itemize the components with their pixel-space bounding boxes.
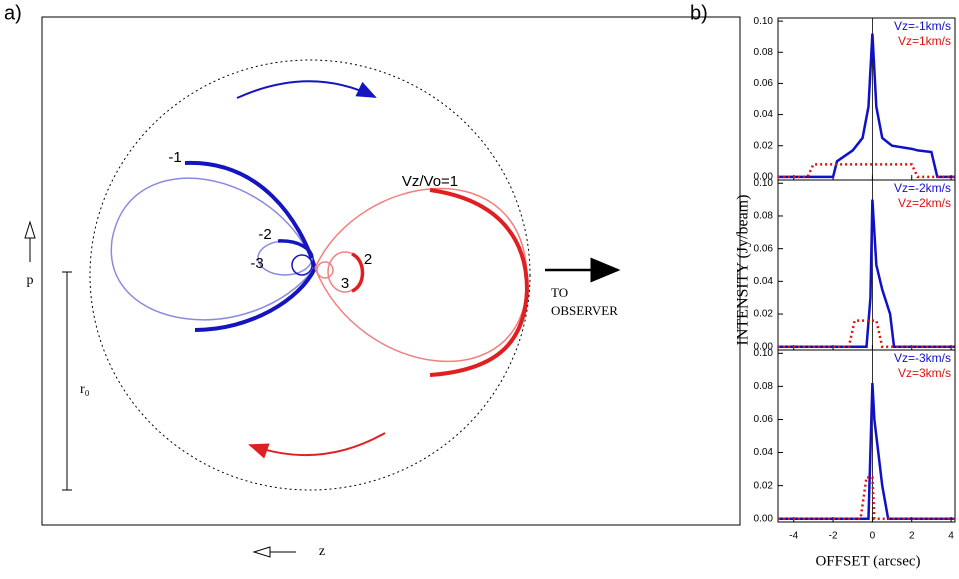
y-tick-label: 0.10 [754, 178, 774, 189]
observer-label: TO [551, 285, 568, 300]
loop-label: -2 [258, 226, 271, 243]
legend-entry: Vz=-1km/s [894, 19, 951, 33]
axis-arrow [252, 546, 296, 558]
y-tick-label: 0.04 [754, 109, 774, 120]
panel-label: a) [4, 2, 22, 24]
y-tick-label: 0.00 [754, 513, 774, 524]
boundary-circle [89, 59, 531, 491]
x-tick-label: -4 [789, 531, 798, 542]
x-tick-label: 0 [870, 531, 876, 542]
y-tick-label: 0.06 [754, 78, 774, 89]
loop-label: 3 [341, 275, 349, 292]
y-tick-label: 0.10 [754, 348, 774, 359]
orbit-loop [316, 261, 334, 279]
loop-label: -1 [168, 149, 181, 166]
y-tick-label: 0.10 [754, 16, 774, 27]
diagram [24, 59, 621, 558]
x-tick-label: 4 [948, 531, 954, 542]
y-tick-label: 0.00 [754, 172, 774, 183]
y-tick-label: 0.04 [754, 276, 774, 287]
rotation-arrow [248, 432, 386, 459]
y-tick-label: 0.08 [754, 47, 774, 58]
x-axis-label: OFFSET (arcsec) [815, 553, 920, 569]
orbit-loop [429, 188, 530, 377]
scale-label: r₀ [80, 382, 90, 397]
line-series [778, 199, 955, 348]
y-tick-label: 0.08 [754, 211, 774, 222]
orbit-loop [194, 267, 317, 332]
observer-label: OBSERVER [551, 303, 618, 318]
orbit-loop [277, 239, 314, 259]
y-tick-label: 0.04 [754, 447, 774, 458]
y-tick-label: 0.00 [754, 341, 774, 352]
legend-entry: Vz=-2km/s [894, 181, 951, 195]
panel-label: b) [690, 2, 708, 24]
y-tick-label: 0.02 [754, 309, 774, 320]
diagram-labels: -1 -2 -3 Vz/Vo=1 2 3 TO OBSERVER p r₀ z [27, 149, 619, 559]
axis-arrow [24, 220, 36, 262]
legend-entry: Vz=2km/s [898, 196, 951, 210]
y-tick-label: 0.06 [754, 414, 774, 425]
orbit-loop [351, 252, 365, 293]
line-series [778, 476, 955, 520]
loop-label: -3 [250, 255, 263, 272]
y-tick-label: 0.02 [754, 480, 774, 491]
legend-entry: Vz=3km/s [898, 366, 951, 380]
x-tick-label: 2 [909, 531, 915, 542]
y-tick-label: 0.02 [754, 140, 774, 151]
line-series [778, 383, 955, 520]
legend-entry: Vz=1km/s [898, 34, 951, 48]
orbit-loop [291, 254, 313, 276]
legend-entry: Vz=-3km/s [894, 351, 951, 365]
loop-label: Vz/Vo=1 [402, 173, 458, 190]
line-series [778, 319, 955, 348]
panel-frame [41, 16, 741, 526]
line-series [778, 163, 955, 179]
axis-label: p [27, 273, 34, 288]
loop-label: 2 [364, 251, 372, 268]
x-tick-label: -2 [829, 531, 838, 542]
axis-label: z [319, 544, 325, 559]
plot-frame [777, 349, 956, 523]
rotation-arrow [236, 80, 377, 99]
y-axis-label: INTENSITY (Jy/beam) [735, 195, 752, 346]
orbit-loop [110, 177, 316, 321]
line-series [778, 33, 955, 179]
y-tick-label: 0.06 [754, 243, 774, 254]
y-tick-label: 0.08 [754, 381, 774, 392]
